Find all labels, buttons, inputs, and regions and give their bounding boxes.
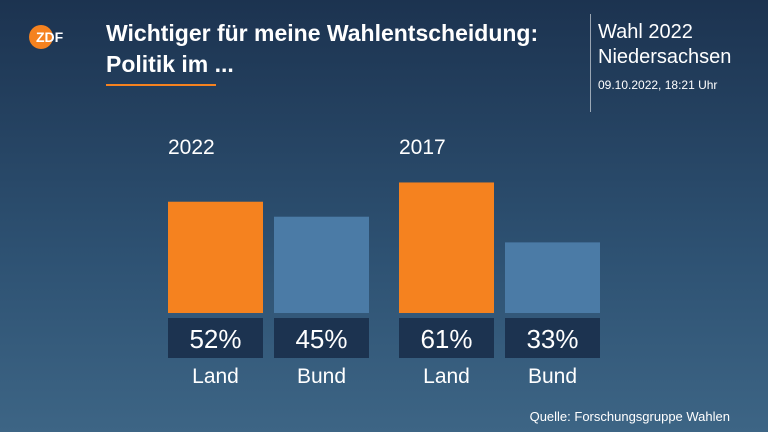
bar-2017-land — [399, 182, 494, 313]
chart-title: Wichtiger für meine Wahlentscheidung: Po… — [106, 18, 586, 80]
value-label-2017-land: 61% — [420, 324, 472, 354]
timestamp: 09.10.2022, 18:21 Uhr — [598, 78, 718, 92]
source-note: Quelle: Forschungsgruppe Wahlen — [529, 409, 730, 424]
category-label-2017-bund: Bund — [528, 365, 577, 388]
header-divider — [590, 14, 591, 112]
value-label-2022-land: 52% — [189, 324, 241, 354]
year-label-2017: 2017 — [399, 136, 446, 159]
title-line-2: Politik im ... — [106, 51, 234, 77]
zdf-logo: ZDF — [29, 25, 64, 49]
election-label: Wahl 2022 Niedersachsen — [598, 20, 731, 70]
value-label-2022-bund: 45% — [295, 324, 347, 354]
value-box-2022-land — [168, 318, 263, 358]
election-line-2: Niedersachsen — [598, 46, 732, 68]
election-line-1: Wahl 2022 — [598, 21, 693, 43]
title-line-1: Wichtiger für meine Wahlentscheidung: — [106, 20, 539, 46]
title-underline — [106, 84, 216, 86]
value-box-2017-land — [399, 318, 494, 358]
category-label-2022-bund: Bund — [297, 365, 346, 388]
category-label-2022-land: Land — [192, 365, 239, 388]
bar-2017-bund — [505, 242, 600, 313]
category-label-2017-land: Land — [423, 365, 470, 388]
bar-2022-bund — [274, 216, 369, 313]
value-box-2017-bund — [505, 318, 600, 358]
value-box-2022-bund — [274, 318, 369, 358]
logo-text: ZDF — [36, 29, 64, 45]
value-label-2017-bund: 33% — [526, 324, 578, 354]
year-label-2022: 2022 — [168, 136, 215, 159]
bar-2022-land — [168, 201, 263, 313]
